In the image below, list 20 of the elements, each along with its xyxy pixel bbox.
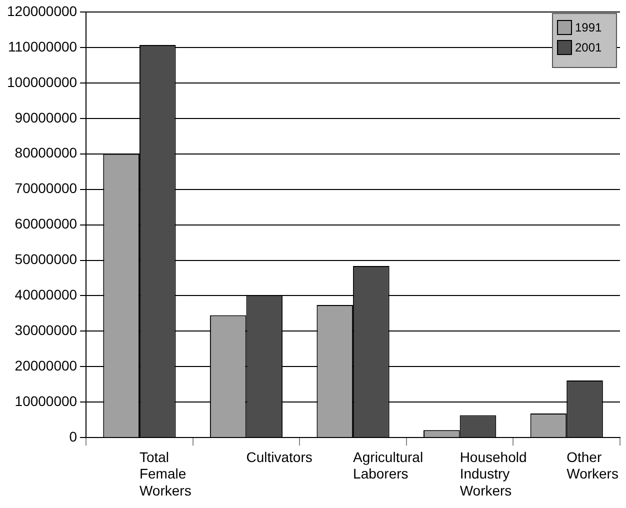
y-tick-label: 70000000 bbox=[14, 180, 78, 196]
y-tick-label: 30000000 bbox=[14, 322, 78, 338]
y-tick-label: 60000000 bbox=[14, 216, 78, 232]
y-tick-label: 40000000 bbox=[14, 286, 78, 303]
y-tick-label: 90000000 bbox=[14, 109, 78, 126]
y-tick-label: 50000000 bbox=[14, 251, 78, 268]
y-tick-label: 120000000 bbox=[6, 2, 78, 19]
legend-label: 2001 bbox=[575, 40, 602, 54]
x-tick-label: Household Industry Workers bbox=[460, 448, 527, 498]
x-tick-label: Other Workers bbox=[566, 448, 618, 482]
y-tick-label: 0 bbox=[69, 428, 78, 444]
x-tick-label: Agricultural Laborers bbox=[353, 448, 424, 482]
y-tick-label: 20000000 bbox=[14, 358, 78, 374]
y-tick-label: 110000000 bbox=[8, 38, 78, 54]
y-tick-label: 100000000 bbox=[6, 74, 78, 90]
x-tick-label: Cultivators bbox=[246, 448, 312, 465]
x-tick-label: Total Female Workers bbox=[139, 448, 192, 498]
legend-label: 1991 bbox=[575, 20, 602, 34]
y-tick-label: 10000000 bbox=[14, 392, 78, 409]
y-tick-label: 80000000 bbox=[14, 144, 78, 161]
